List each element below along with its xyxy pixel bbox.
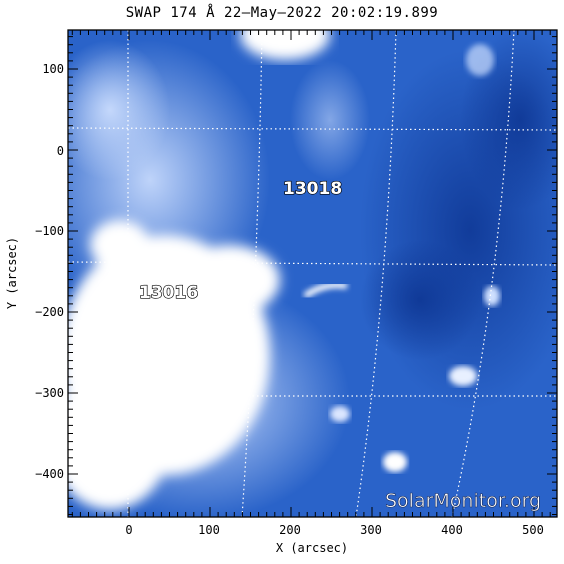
y-tick-label: −100 [35, 224, 64, 238]
y-axis-ticks [68, 36, 557, 515]
x-tick-label: 200 [279, 523, 301, 537]
y-axis-tick-labels: 100 0 −100 −200 −300 −400 [35, 62, 64, 481]
x-tick-label: 100 [198, 523, 220, 537]
active-region-label: 13018 [283, 179, 342, 199]
plot-border [67, 29, 558, 518]
x-tick-label: 0 [125, 523, 132, 537]
y-tick-label: 0 [57, 144, 64, 158]
euv-image [68, 30, 557, 517]
heliographic-grid [68, 30, 557, 517]
solarmonitor-watermark: SolarMonitor.org [385, 490, 541, 512]
x-axis-tick-labels: 0 100 200 300 400 500 [125, 523, 543, 537]
image-title: SWAP 174 Å 22–May–2022 20:02:19.899 [125, 5, 439, 21]
y-tick-label: −400 [35, 467, 64, 481]
y-tick-label: −300 [35, 386, 64, 400]
y-tick-label: 100 [42, 62, 64, 76]
y-tick-label: −200 [35, 305, 64, 319]
y-axis-label: Y (arcsec) [5, 237, 19, 309]
x-axis-label: X (arcsec) [276, 541, 348, 555]
x-axis-ticks [71, 30, 551, 517]
x-tick-label: 300 [360, 523, 382, 537]
x-tick-label: 500 [522, 523, 544, 537]
active-region-label: 13016 [139, 283, 198, 303]
x-tick-label: 400 [441, 523, 463, 537]
